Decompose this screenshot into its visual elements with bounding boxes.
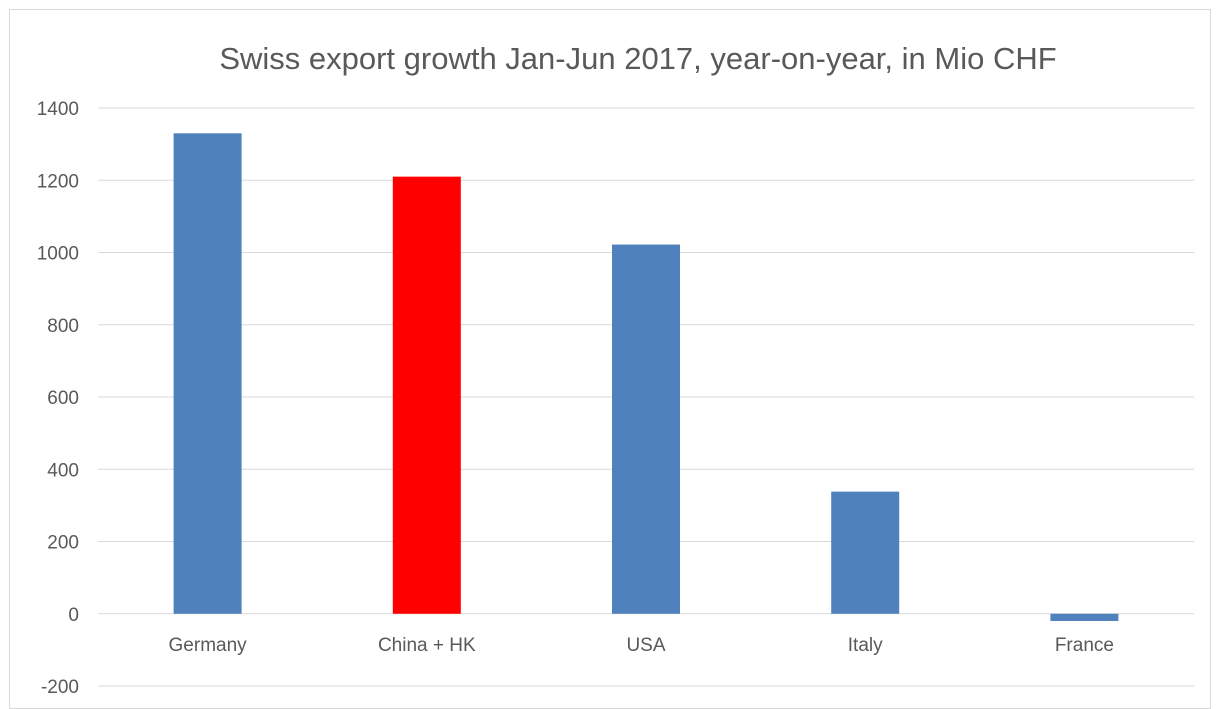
y-tick-label: 200 [47, 533, 79, 554]
y-axis-ticks: 1400 1200 1000 800 600 400 200 0 -200 [37, 99, 79, 698]
bar-italy [831, 491, 900, 614]
chart-title: Swiss export growth Jan-Jun 2017, year-o… [219, 41, 1056, 76]
y-tick-label: 400 [47, 460, 79, 481]
y-tick-label: -200 [41, 677, 79, 698]
bar-germany [173, 133, 242, 614]
y-tick-label: 0 [68, 605, 79, 626]
x-category-label: USA [626, 635, 665, 656]
y-tick-label: 600 [47, 388, 79, 409]
y-tick-label: 1000 [37, 244, 79, 265]
y-tick-label: 800 [47, 316, 79, 337]
x-category-label: France [1055, 635, 1114, 656]
y-tick-label: 1200 [37, 171, 79, 192]
x-axis-labels: Germany China + HK USA Italy France [169, 635, 1114, 656]
bar-france [1050, 613, 1119, 621]
bar-usa [612, 244, 680, 614]
bar-china-hk [392, 176, 461, 614]
bars [173, 133, 1119, 621]
x-category-label: Germany [169, 635, 248, 656]
y-tick-label: 1400 [37, 99, 79, 120]
x-category-label: Italy [848, 635, 883, 656]
x-category-label: China + HK [378, 635, 476, 656]
